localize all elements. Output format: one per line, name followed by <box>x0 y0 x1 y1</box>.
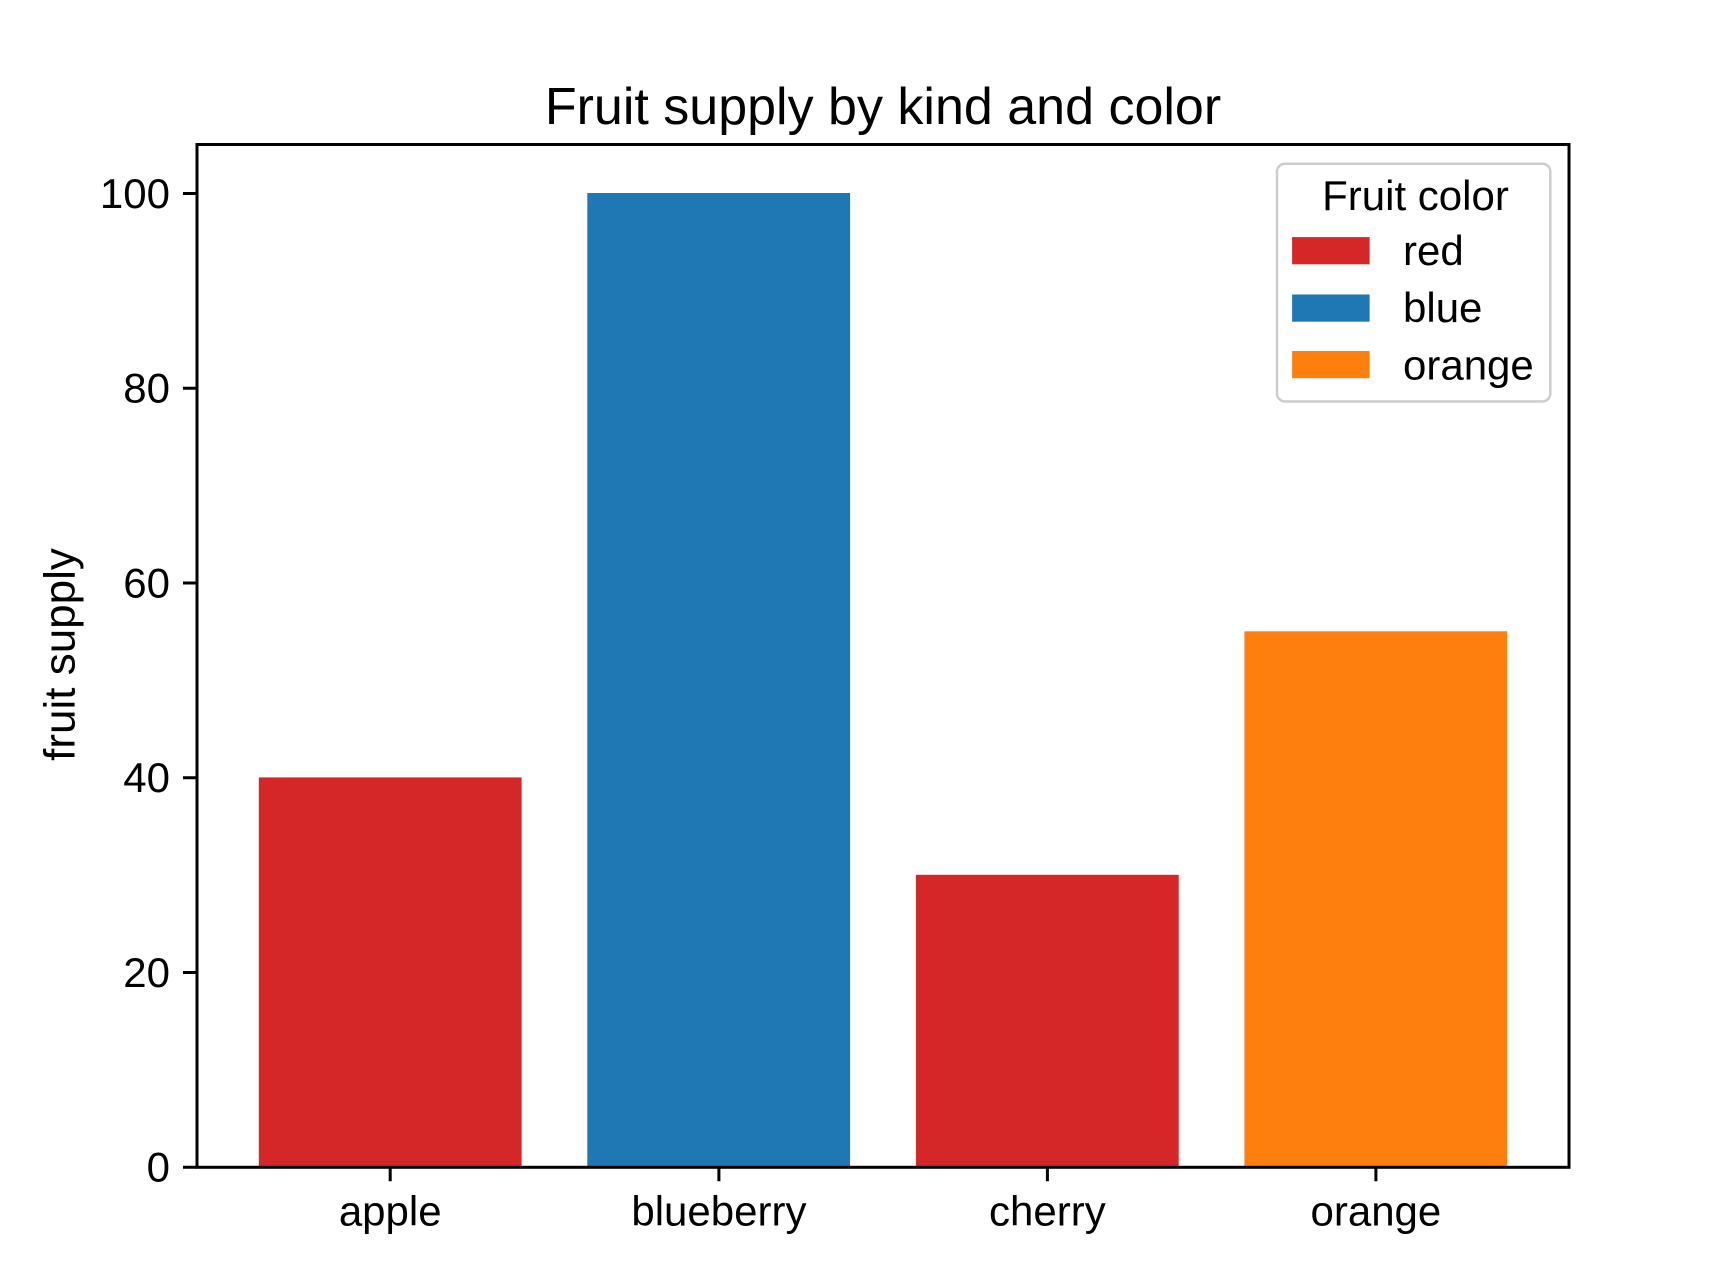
svg-text:40: 40 <box>123 754 170 801</box>
svg-text:blue: blue <box>1403 284 1482 331</box>
svg-text:orange: orange <box>1403 341 1534 388</box>
svg-text:100: 100 <box>100 170 170 217</box>
svg-text:fruit supply: fruit supply <box>36 548 85 761</box>
svg-text:20: 20 <box>123 949 170 996</box>
svg-text:orange: orange <box>1311 1188 1442 1235</box>
svg-text:red: red <box>1403 227 1464 274</box>
svg-text:Fruit color: Fruit color <box>1322 172 1509 219</box>
svg-text:60: 60 <box>123 560 170 607</box>
svg-text:Fruit supply by kind and color: Fruit supply by kind and color <box>545 78 1221 136</box>
svg-text:0: 0 <box>147 1144 170 1191</box>
svg-text:cherry: cherry <box>989 1188 1106 1235</box>
svg-text:blueberry: blueberry <box>631 1188 806 1235</box>
svg-text:apple: apple <box>339 1188 442 1235</box>
svg-text:80: 80 <box>123 365 170 412</box>
